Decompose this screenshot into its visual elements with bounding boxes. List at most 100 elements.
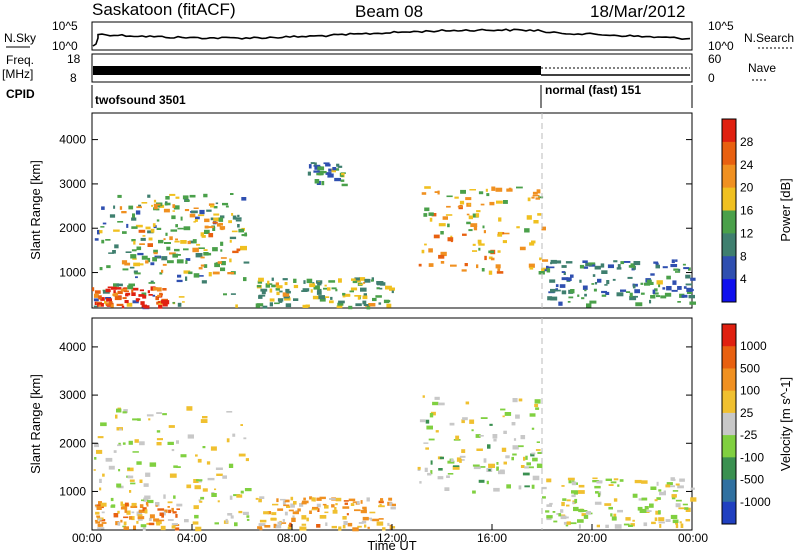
power-cell (457, 206, 463, 208)
velocity-cell (500, 469, 505, 473)
power-cell (628, 265, 633, 268)
velocity-cell (197, 458, 202, 463)
velocity-cell (267, 511, 272, 515)
power-cell (191, 210, 198, 214)
power-cell (157, 300, 164, 305)
power-cell (98, 295, 102, 300)
power-cell (593, 288, 597, 292)
power-cell (677, 286, 682, 290)
power-cell (147, 194, 151, 198)
velocity-cell (138, 509, 146, 513)
velocity-cell (119, 428, 122, 431)
velocity-cell (595, 491, 599, 494)
velocity-y-axis: 1000 2000 3000 4000 (59, 340, 692, 498)
power-cell (125, 251, 132, 253)
power-cell (220, 249, 223, 252)
velocity-cell (503, 430, 507, 434)
power-cell (570, 289, 575, 294)
power-cell (176, 259, 184, 264)
power-cell (372, 297, 377, 302)
nsearch-tick-top: 10^5 (708, 19, 734, 33)
velocity-cell (537, 451, 543, 454)
velocity-cell (258, 523, 266, 527)
power-cell (119, 206, 123, 210)
power-cell (158, 301, 161, 303)
power-cell (185, 276, 188, 281)
power-cell (559, 284, 566, 288)
velocity-cell (613, 478, 619, 481)
velocity-cell (531, 484, 535, 489)
power-cell (319, 297, 326, 302)
power-cell (475, 213, 480, 218)
power-cell (531, 196, 535, 199)
power-cell (681, 294, 688, 298)
velocity-cell (536, 441, 540, 443)
power-cell (116, 283, 123, 287)
velocity-cell (228, 463, 234, 468)
velocity-cell (459, 455, 466, 458)
power-cell (232, 215, 237, 220)
velocity-cell (434, 396, 440, 400)
velocity-cell (325, 522, 328, 526)
velocity-cell (113, 450, 117, 453)
velocity-cell (552, 511, 556, 513)
velocity-cell (471, 429, 474, 432)
power-cell (153, 205, 158, 210)
power-cell (148, 282, 156, 284)
power-cell (442, 216, 448, 220)
power-cell (362, 295, 368, 300)
velocity-cell (277, 508, 284, 511)
power-cell (503, 200, 508, 204)
power-cell (319, 171, 327, 174)
x-tick-label: 00:00 (678, 531, 708, 545)
velocity-cell (283, 504, 290, 507)
velocity-cell (566, 521, 571, 525)
velocity-cell (297, 508, 301, 512)
velocity-cell (259, 496, 265, 499)
power-cell (162, 288, 167, 291)
power-cell (131, 217, 137, 221)
power-cell (183, 248, 189, 251)
power-cell (172, 302, 175, 304)
power-cell (131, 249, 137, 252)
power-cell (148, 237, 153, 241)
velocity-cell (282, 500, 286, 505)
power-cell (488, 250, 494, 254)
power-cell (582, 285, 588, 290)
velocity-cell (690, 497, 697, 502)
power-cell (285, 303, 292, 308)
power-cell (313, 285, 320, 290)
nsky-tick-top: 10^5 (52, 19, 78, 33)
power-cell (241, 197, 247, 201)
power-cell (158, 239, 164, 244)
velocity-cell (137, 514, 143, 517)
velocity-cell (96, 515, 101, 518)
velocity-cell (192, 521, 199, 525)
velocity-cell (577, 519, 584, 523)
power-cells (92, 162, 696, 310)
power-cell (314, 162, 317, 166)
power-cell (152, 294, 156, 297)
power-cell (138, 229, 146, 233)
velocity-cell (567, 477, 575, 481)
velocity-cell (379, 503, 382, 507)
power-cell (424, 186, 431, 189)
velocity-cell (492, 434, 498, 439)
power-cell (160, 300, 167, 304)
power-cell (176, 279, 183, 283)
velocity-cell (100, 519, 106, 522)
power-cell (465, 197, 472, 201)
power-cell (175, 238, 178, 241)
velocity-cell (137, 418, 141, 421)
power-cell (138, 294, 145, 297)
power-cell (109, 214, 116, 218)
velocity-cell (155, 505, 158, 507)
velocity-cell (97, 518, 102, 521)
power-cell (97, 229, 100, 235)
velocity-cell (200, 496, 205, 500)
power-cell (125, 292, 131, 296)
power-cell (156, 256, 161, 259)
velocity-cell (131, 502, 137, 506)
power-cell (547, 296, 553, 301)
power-cell (237, 224, 240, 228)
